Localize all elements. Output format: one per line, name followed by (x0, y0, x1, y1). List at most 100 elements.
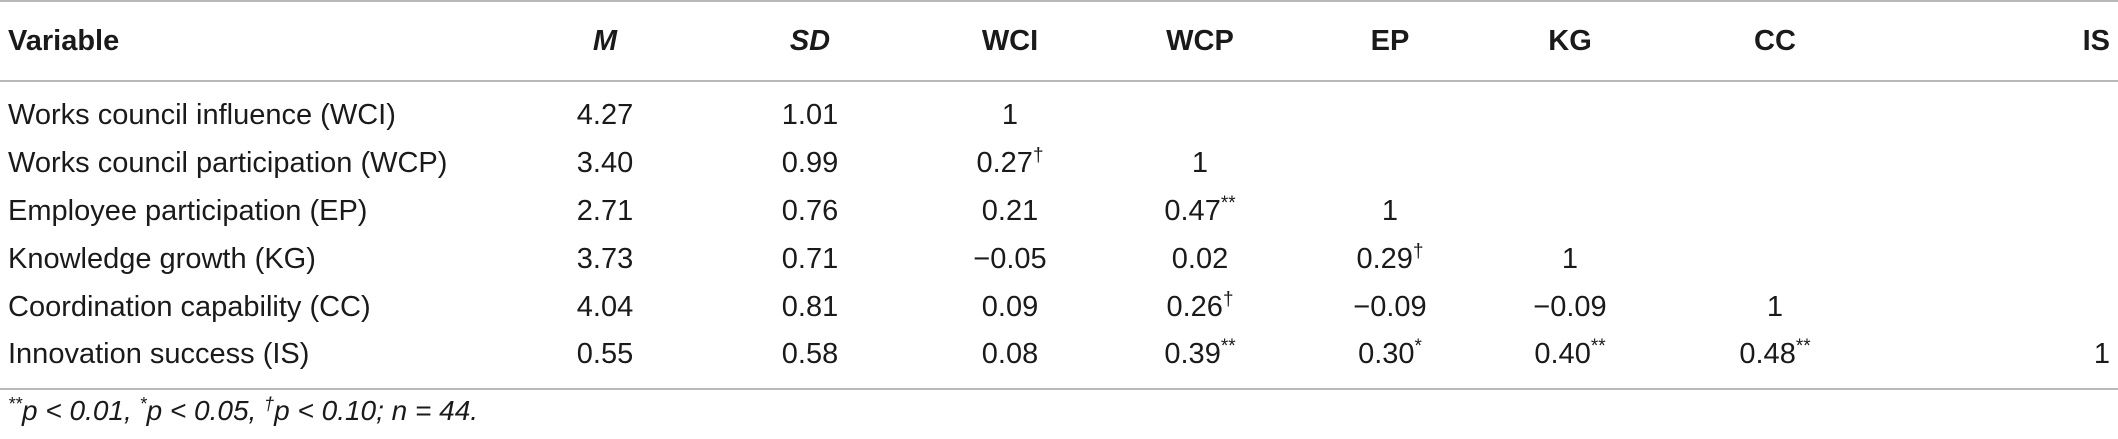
cell-cc (1670, 139, 1880, 187)
cell-kg-value: 0.40 (1534, 338, 1591, 370)
cell-mean: 3.73 (576, 242, 634, 275)
cell-wci: 1 (930, 81, 1090, 139)
cell-mean: 4.27 (576, 99, 634, 131)
cell-wcp: 1 (1090, 139, 1310, 187)
footnote-part-2: p < 0.05, (146, 395, 265, 426)
cell-kg (1470, 187, 1670, 235)
cell-ep-value: −0.09 (1353, 290, 1427, 323)
cell-wcp-value: 0.47 (1164, 194, 1221, 227)
cell-wci-significance: † (1032, 144, 1044, 166)
cell-sd: 0.58 (781, 338, 839, 370)
cell-is (1880, 139, 2118, 187)
cell-ep: 0.30* (1310, 331, 1470, 389)
cell-kg: −0.09 (1470, 283, 1670, 331)
cell-variable: Coordination capability (CC) (8, 290, 371, 323)
cell-wcp-significance: ** (1220, 192, 1236, 214)
cell-cc: 1 (1670, 283, 1880, 331)
cell-sd: 0.81 (781, 290, 839, 323)
cell-is (1880, 187, 2118, 235)
cell-variable: Knowledge growth (KG) (8, 242, 316, 275)
correlation-table-container: Variable M SD WCI WCP EP KG CC IS Works … (0, 1, 2118, 426)
cell-ep-value: 0.30 (1358, 338, 1415, 370)
cell-wcp: 0.39** (1090, 331, 1310, 389)
table-row: Employee participation (EP) 2.71 0.76 0.21 0… (0, 187, 2118, 235)
cell-wci-value: 0.21 (981, 194, 1039, 227)
cell-variable: Employee participation (EP) (8, 194, 368, 227)
table-body: Works council influence (WCI) 4.27 1.01 1 Wo… (0, 81, 2118, 389)
cell-wcp-value: 0.26 (1166, 290, 1223, 323)
cell-kg (1470, 139, 1670, 187)
cell-is: 1 (2093, 338, 2110, 370)
cell-kg-value: 1 (1561, 242, 1579, 275)
cell-cc-significance: ** (1795, 336, 1811, 357)
cell-kg: 1 (1470, 235, 1670, 283)
cell-ep: 0.29† (1310, 235, 1470, 283)
cell-wcp (1090, 81, 1310, 139)
cell-sd: 0.76 (781, 194, 839, 227)
cell-wcp: 0.02 (1090, 235, 1310, 283)
header-is: IS (2082, 24, 2110, 57)
cell-sd: 0.71 (781, 242, 839, 275)
cell-ep: 1 (1310, 187, 1470, 235)
cell-wcp-value: 1 (1191, 146, 1209, 179)
cell-is (1880, 81, 2118, 139)
table-row: Knowledge growth (KG) 3.73 0.71 −0.05 0.02 0.… (0, 235, 2118, 283)
cell-sd: 0.99 (781, 146, 839, 179)
header-mean: M (592, 24, 618, 57)
cell-wcp-significance: ** (1220, 336, 1236, 357)
cell-wci: 0.21 (930, 187, 1090, 235)
footnote-part-1: p < 0.01, (22, 395, 140, 426)
table-row: Innovation success (IS) 0.55 0.58 0.08 0.39*… (0, 331, 2118, 389)
cell-wcp: 0.26† (1090, 283, 1310, 331)
cell-variable: Works council participation (WCP) (8, 146, 448, 179)
cell-ep-significance: † (1412, 240, 1424, 262)
cell-wci-value: 1 (1001, 99, 1019, 131)
table-row: Coordination capability (CC) 4.04 0.81 0.09… (0, 283, 2118, 331)
cell-cc (1670, 81, 1880, 139)
cell-sd: 1.01 (781, 99, 839, 131)
cell-wci-value: −0.05 (973, 242, 1047, 275)
header-wci: WCI (981, 24, 1039, 57)
cell-mean: 2.71 (576, 194, 634, 227)
cell-ep (1310, 139, 1470, 187)
footnote-sup-1: ** (8, 394, 23, 414)
cell-cc-value: 0.48 (1739, 338, 1796, 370)
cell-wci: 0.08 (930, 331, 1090, 389)
footnote-sup-2: * (139, 394, 147, 414)
cell-cc: 0.48** (1670, 331, 1880, 389)
header-cc: CC (1754, 24, 1796, 57)
table-row: Works council participation (WCP) 3.40 0.9… (0, 139, 2118, 187)
cell-wci: 0.27† (930, 139, 1090, 187)
table-row: Works council influence (WCI) 4.27 1.01 1 (0, 81, 2118, 139)
cell-cc (1670, 235, 1880, 283)
cell-kg-significance: ** (1590, 336, 1606, 357)
cell-wcp-significance: † (1222, 288, 1234, 310)
cell-wcp: 0.47** (1090, 187, 1310, 235)
cell-mean: 0.55 (576, 338, 634, 370)
header-ep: EP (1370, 24, 1410, 57)
header-wcp: WCP (1166, 24, 1234, 57)
cell-kg: 0.40** (1470, 331, 1670, 389)
header-kg: KG (1548, 24, 1592, 57)
table-header-row: Variable M SD WCI WCP EP KG CC IS (0, 1, 2118, 81)
cell-cc (1670, 187, 1880, 235)
cell-cc-value: 1 (1766, 290, 1784, 323)
cell-wci-value: 0.27 (976, 146, 1033, 179)
header-variable: Variable (8, 24, 120, 57)
cell-is (1880, 283, 2118, 331)
cell-mean: 4.04 (576, 290, 634, 323)
cell-wci-value: 0.09 (981, 290, 1039, 323)
footnote-sup-3: † (264, 394, 275, 414)
header-sd: SD (789, 24, 831, 57)
footnote-part-3: p < 0.10; n = 44. (274, 395, 479, 426)
cell-ep: −0.09 (1310, 283, 1470, 331)
cell-ep (1310, 81, 1470, 139)
cell-kg (1470, 81, 1670, 139)
cell-wci-value: 0.08 (981, 338, 1039, 370)
cell-kg-value: −0.09 (1533, 290, 1607, 323)
cell-ep-value: 1 (1381, 194, 1399, 227)
cell-wcp-value: 0.02 (1171, 242, 1229, 275)
cell-ep-significance: * (1414, 336, 1422, 357)
cell-wci: −0.05 (930, 235, 1090, 283)
cell-ep-value: 0.29 (1356, 242, 1413, 275)
